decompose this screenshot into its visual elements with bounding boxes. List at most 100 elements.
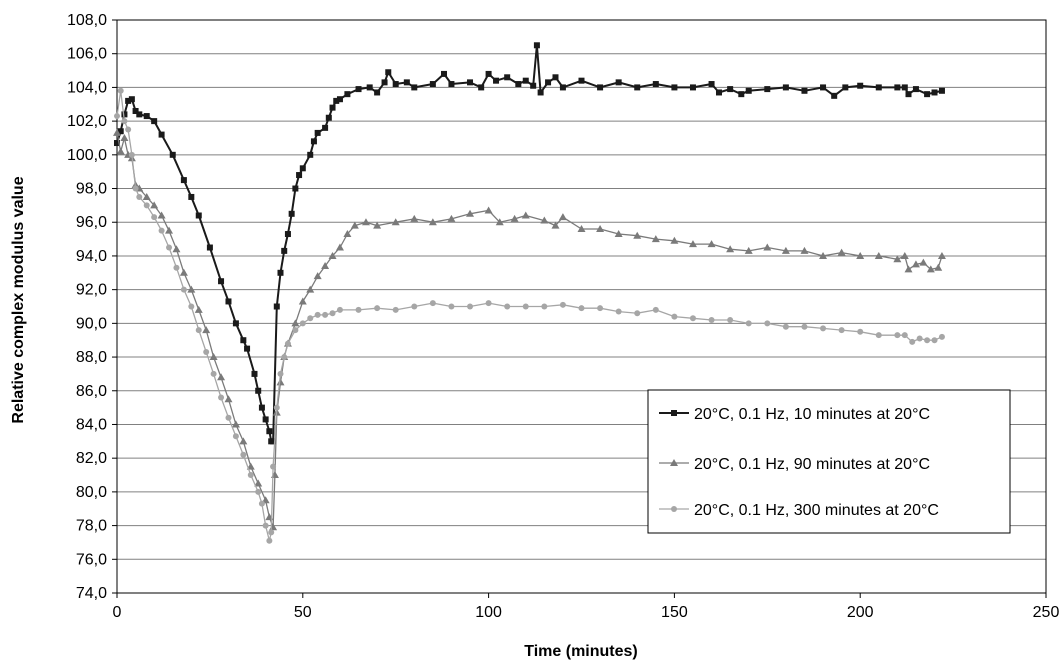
data-point-square [381,79,388,86]
data-point-triangle [116,147,125,155]
data-point-square [671,84,678,91]
data-point-circle [652,306,659,313]
data-point-circle [240,451,247,458]
data-point-circle [467,303,474,310]
data-point-circle [195,327,202,334]
data-point-triangle [306,285,315,293]
data-point-square [281,247,288,254]
data-point-triangle [391,218,400,226]
data-point-square [441,70,448,77]
data-point-circle [336,306,343,313]
data-point-square [931,89,938,96]
data-point-square [374,89,381,96]
data-point-triangle [224,395,233,403]
data-point-triangle [596,224,605,232]
y-tick-label: 98,0 [76,181,107,198]
data-point-square [857,82,864,89]
data-point-square [329,104,336,111]
data-point-triangle [321,262,330,270]
data-point-square [522,77,529,84]
data-point-triangle [510,214,519,222]
data-point-circle [136,193,143,200]
data-point-square [905,91,912,98]
data-point-circle [392,306,399,313]
gridlines [117,53,1046,560]
data-point-square [478,84,485,91]
data-point-circle [273,404,280,411]
data-point-triangle [157,211,166,219]
data-point-square [325,114,332,121]
data-point-square [537,89,544,96]
y-tick-label: 74,0 [76,585,107,602]
data-point-square [132,108,139,115]
data-point-square [738,91,745,98]
y-tick-label: 76,0 [76,551,107,568]
data-point-circle [924,337,931,344]
data-point-circle [485,300,492,307]
y-tick-label: 92,0 [76,282,107,299]
data-point-circle [268,529,275,536]
data-point-square [764,86,771,93]
data-point-circle [541,303,548,310]
data-point-square [273,303,280,310]
data-point-square [218,278,225,285]
data-point-triangle [800,246,809,254]
data-point-triangle [350,221,359,229]
data-point-circle [299,320,306,327]
x-axis-title: Time (minutes) [524,643,638,660]
data-point-triangle [874,251,883,259]
data-point-square [136,111,143,118]
data-point-square [244,345,251,352]
data-point-circle [671,313,678,320]
x-tick-label: 150 [661,604,688,621]
data-point-triangle [893,255,902,263]
data-point-circle [281,354,288,361]
data-point-square [128,96,135,103]
data-point-circle [188,303,195,310]
data-point-square [262,416,269,423]
data-point-triangle [540,216,549,224]
legend-marker-square [671,410,677,416]
data-point-triangle [187,285,196,293]
data-point-triangle [911,260,920,268]
data-point-square [188,193,195,200]
y-tick-label: 80,0 [76,484,107,501]
data-point-square [366,84,373,91]
data-point-circle [820,325,827,332]
data-point-square [151,118,158,125]
data-point-square [314,129,321,136]
x-tick-label: 100 [475,604,502,621]
axes: 74,0 76,0 78,0 80,0 82,0 84,0 86,0 88,0 90,0 92,0… [67,12,1059,621]
data-point-square [299,165,306,172]
data-point-circle [411,303,418,310]
legend-label-2: 20°C, 0.1 Hz, 90 minutes at 20°C [694,456,930,473]
data-point-triangle [150,201,159,209]
data-point-triangle [904,265,913,273]
data-point-circle [203,349,210,356]
data-point-square [296,172,303,179]
data-point-square [545,79,552,86]
data-point-triangle [165,226,174,234]
data-point-circle [909,338,916,345]
data-point-circle [931,337,938,344]
data-point-circle [727,316,734,323]
data-point-square [912,86,919,93]
plot-area-border [116,19,1047,594]
data-point-triangle [113,128,121,136]
data-point-triangle [837,248,846,256]
data-point-square [515,81,522,88]
data-point-triangle [194,305,203,313]
x-tick-label: 50 [294,604,312,621]
data-point-circle [615,308,622,315]
data-point-square [206,244,213,251]
data-point-circle [258,500,265,507]
x-tick-label: 250 [1033,604,1060,621]
data-point-square [875,84,882,91]
data-point-circle [314,311,321,318]
data-point-square [448,81,455,88]
data-point-square [225,298,232,305]
legend-label-1: 20°C, 0.1 Hz, 10 minutes at 20°C [694,406,930,423]
data-point-triangle [577,224,586,232]
